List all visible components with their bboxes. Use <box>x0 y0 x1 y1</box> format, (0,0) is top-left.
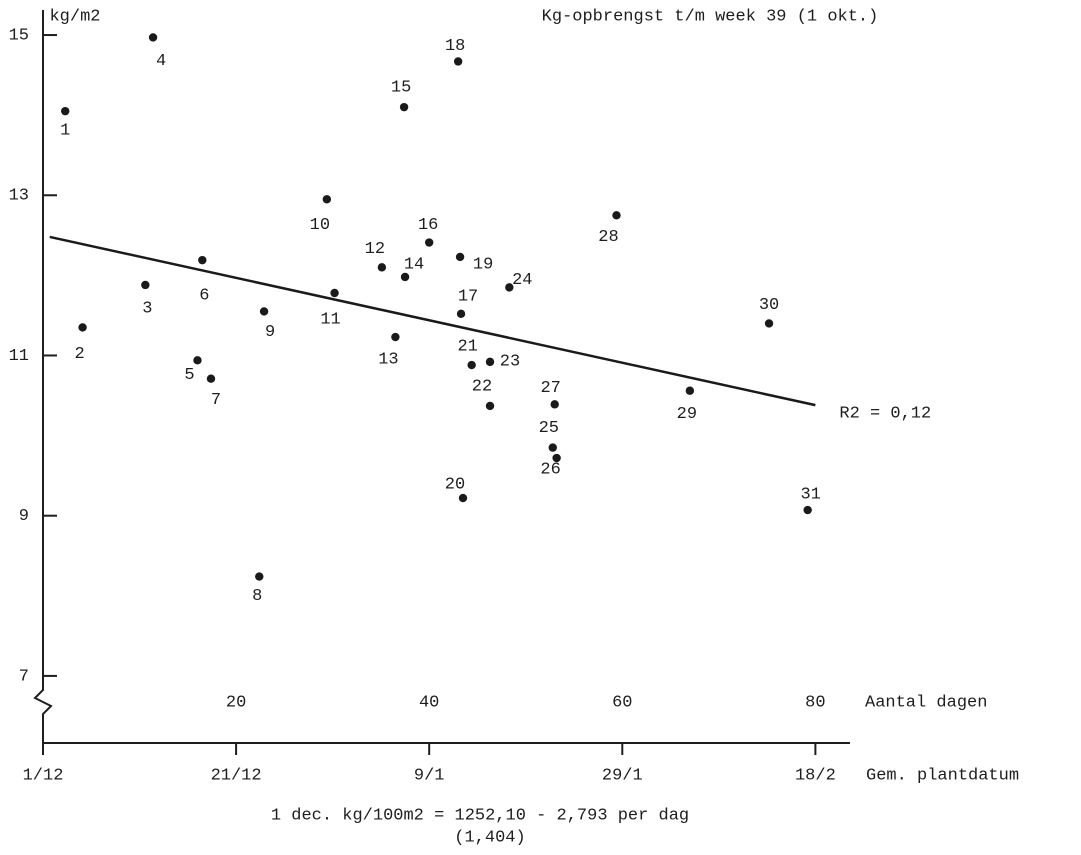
x-axis-label: Aantal dagen <box>865 693 987 712</box>
point <box>78 323 87 332</box>
point <box>685 386 695 395</box>
point-label: 15 <box>391 79 411 98</box>
point-label: 31 <box>800 486 820 505</box>
point <box>552 453 561 463</box>
point-label: 4 <box>156 52 166 71</box>
point <box>458 493 468 503</box>
y-tick-label: 15 <box>9 27 29 46</box>
point-label: 14 <box>404 255 424 274</box>
point <box>456 309 466 319</box>
point-label: 6 <box>199 287 209 306</box>
point <box>485 401 495 411</box>
point-label: 16 <box>418 216 438 235</box>
point <box>612 211 621 220</box>
y-tick-label: 11 <box>9 347 29 366</box>
point <box>764 319 774 328</box>
footnote: (1,404) <box>454 828 525 847</box>
point-label: 2 <box>74 345 84 364</box>
point-label: 8 <box>252 587 262 606</box>
point <box>141 280 150 290</box>
point-label: 21 <box>457 338 477 357</box>
point <box>467 360 476 370</box>
chart-title: Kg-opbrengst t/m week 39 (1 okt.) <box>542 7 879 26</box>
x2-tick-label: 1/12 <box>23 766 64 785</box>
x-tick-label: 20 <box>226 693 246 712</box>
point-label: 19 <box>473 255 493 274</box>
x-tick-label: 60 <box>612 693 632 712</box>
point <box>322 195 332 204</box>
point-label: 10 <box>310 216 330 235</box>
point-label: 29 <box>677 405 697 424</box>
point <box>391 332 400 342</box>
y-tick-label: 13 <box>9 187 29 206</box>
point <box>193 356 202 365</box>
trend-line <box>49 235 816 407</box>
point <box>455 252 465 262</box>
x2-tick-label: 21/12 <box>211 766 262 785</box>
point <box>198 255 207 265</box>
trend-label: R2 = 0,12 <box>839 405 931 424</box>
point <box>505 283 514 292</box>
point <box>148 33 158 42</box>
point-label: 22 <box>472 377 492 396</box>
point-label: 5 <box>184 366 194 385</box>
point <box>424 238 434 247</box>
point-label: 9 <box>265 323 275 342</box>
point-label: 25 <box>539 419 559 438</box>
point-label: 24 <box>512 271 532 290</box>
point <box>485 357 495 367</box>
footnote: 1 dec. kg/100m2 = 1252,10 - 2,793 per da… <box>271 806 689 825</box>
point-label: 27 <box>540 379 560 398</box>
x2-axis-label: Gem. plantdatum <box>866 766 1019 785</box>
point-label: 30 <box>759 296 779 315</box>
x2-tick-label: 9/1 <box>414 766 445 785</box>
point-label: 1 <box>60 122 70 141</box>
point-label: 11 <box>320 310 340 329</box>
point <box>259 307 269 316</box>
point-label: 3 <box>142 299 152 318</box>
point-label: 26 <box>540 461 560 480</box>
point <box>400 272 410 282</box>
x2-tick-label: 29/1 <box>602 766 643 785</box>
y-axis-label: kg/m2 <box>49 7 100 26</box>
point <box>550 400 559 409</box>
x-tick-label: 80 <box>805 693 825 712</box>
point <box>803 505 812 515</box>
y-tick-label: 7 <box>19 667 29 686</box>
point-label: 20 <box>445 476 465 495</box>
point <box>206 374 216 383</box>
point <box>453 57 463 66</box>
x-tick-label: 40 <box>419 693 439 712</box>
point <box>330 288 339 298</box>
point-label: 17 <box>458 287 478 306</box>
point <box>399 102 409 112</box>
point-label: 18 <box>445 37 465 56</box>
y-tick-label: 9 <box>19 507 29 526</box>
point-label: 12 <box>365 240 385 259</box>
point-label: 7 <box>211 391 221 410</box>
x2-tick-label: 18/2 <box>795 766 836 785</box>
point <box>377 263 387 272</box>
point <box>255 572 264 581</box>
point-label: 23 <box>500 352 520 371</box>
point-label: 28 <box>598 228 618 247</box>
point-label: 13 <box>378 351 398 370</box>
point <box>61 106 70 116</box>
axes <box>33 10 850 744</box>
point <box>548 443 557 452</box>
